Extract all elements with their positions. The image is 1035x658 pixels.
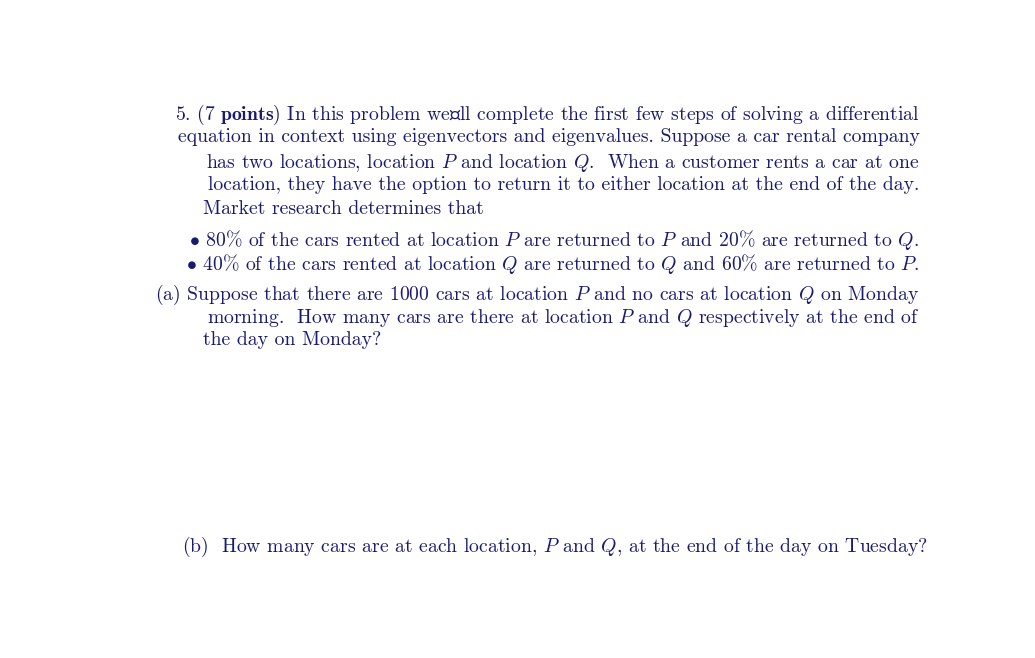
Text: morning.  How many cars are there at location $P$ and $Q$ respectively at the en: morning. How many cars are there at loca… xyxy=(207,307,919,329)
Text: the day on Monday?: the day on Monday? xyxy=(203,331,382,349)
Text: 5. ($\bf{7\ points}$) In this problem we’ll complete the first few steps of solv: 5. ($\bf{7\ points}$) In this problem we… xyxy=(175,103,919,128)
Text: (b)  How many cars are at each location, $P$ and $Q$, at the end of the day on T: (b) How many cars are at each location, … xyxy=(181,535,927,559)
Text: $\bullet$ 80% of the cars rented at location $P$ are returned to $P$ and 20% are: $\bullet$ 80% of the cars rented at loca… xyxy=(189,228,919,252)
Text: (a) Suppose that there are 1000 cars at location $P$ and no cars at location $Q$: (a) Suppose that there are 1000 cars at … xyxy=(155,283,919,307)
Text: has two locations, location $P$ and location $Q$.  When a customer rents a car a: has two locations, location $P$ and loca… xyxy=(206,152,919,174)
Text: Market research determines that: Market research determines that xyxy=(203,201,484,218)
Text: equation in context using eigenvectors and eigenvalues. Suppose a car rental com: equation in context using eigenvectors a… xyxy=(178,128,919,145)
Text: location, they have the option to return it to either location at the end of the: location, they have the option to return… xyxy=(208,176,919,194)
Text: $\bullet$ 40% of the cars rented at location $Q$ are returned to $Q$ and 60% are: $\bullet$ 40% of the cars rented at loca… xyxy=(186,252,919,276)
